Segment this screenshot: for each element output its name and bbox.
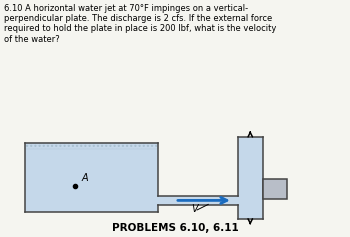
Bar bbox=[262, 179, 287, 199]
Bar bbox=[158, 196, 238, 205]
Text: A: A bbox=[81, 173, 88, 183]
Bar bbox=[25, 143, 158, 149]
Text: PROBLEMS 6.10, 6.11: PROBLEMS 6.10, 6.11 bbox=[112, 223, 238, 233]
Text: 6.10 A horizontal water jet at 70°F impinges on a vertical-
perpendicular plate.: 6.10 A horizontal water jet at 70°F impi… bbox=[4, 4, 276, 44]
Text: V: V bbox=[191, 204, 197, 214]
Bar bbox=[25, 143, 158, 212]
Bar bbox=[238, 137, 262, 219]
